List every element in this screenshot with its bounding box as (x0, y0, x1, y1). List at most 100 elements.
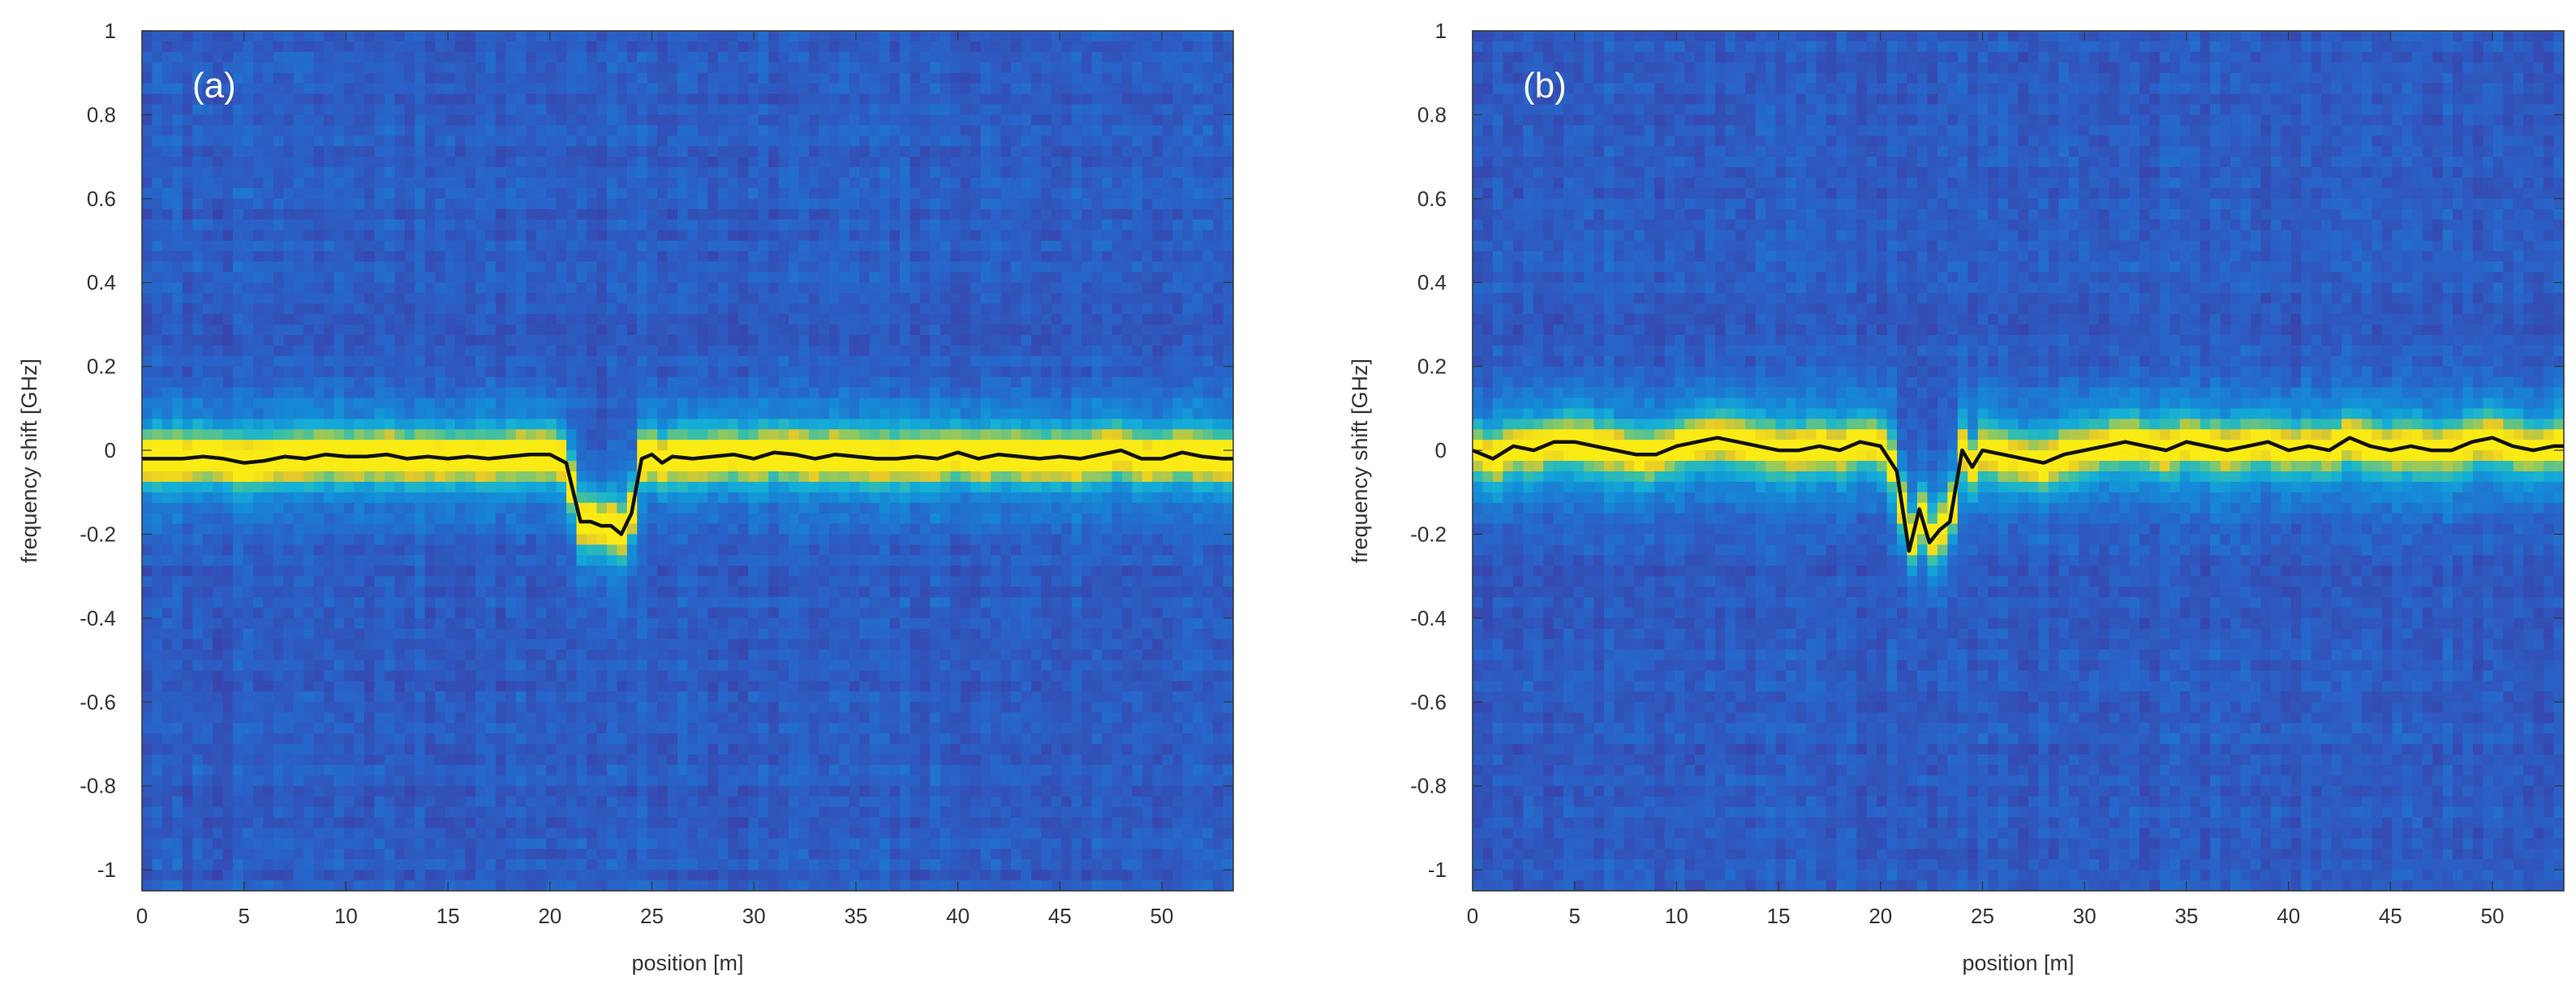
heatmap-cell (667, 628, 678, 640)
heatmap-cell (445, 157, 456, 168)
heatmap-cell (435, 62, 446, 74)
heatmap-cell (707, 817, 719, 829)
heatmap-cell (717, 828, 729, 839)
heatmap-cell (435, 587, 446, 598)
heatmap-cell (213, 398, 224, 409)
heatmap-cell (344, 681, 355, 692)
heatmap-cell (333, 303, 345, 315)
heatmap-cell (738, 628, 749, 640)
heatmap-cell (455, 272, 467, 283)
heatmap-cell (707, 754, 719, 766)
heatmap-cell (333, 230, 345, 242)
heatmap-cell (738, 817, 749, 829)
heatmap-cell (505, 62, 517, 74)
heatmap-cell (182, 597, 193, 608)
heatmap-cell (647, 198, 658, 210)
heatmap-cell (404, 429, 415, 441)
heatmap-cell (222, 314, 234, 325)
heatmap-cell (556, 146, 567, 157)
heatmap-cell (252, 125, 264, 136)
heatmap-cell (657, 555, 669, 566)
heatmap-cell (161, 419, 173, 430)
heatmap-cell (344, 785, 355, 797)
heatmap-cell (667, 251, 678, 262)
heatmap-cell (435, 838, 446, 849)
heatmap-cell (475, 461, 487, 472)
heatmap-cell (515, 419, 527, 430)
heatmap-cell (465, 125, 476, 136)
heatmap-cell (515, 440, 527, 451)
heatmap-cell (707, 649, 719, 661)
heatmap-cell (263, 702, 274, 713)
heatmap-cell (566, 628, 578, 640)
heatmap-cell (435, 649, 446, 661)
heatmap-cell (222, 681, 234, 692)
heatmap-cell (394, 355, 406, 368)
heatmap-cell (586, 324, 598, 336)
heatmap-cell (384, 146, 395, 157)
heatmap-cell (687, 72, 699, 84)
heatmap-cell (505, 230, 517, 242)
heatmap-cell (394, 219, 406, 231)
heatmap-cell (374, 681, 385, 692)
heatmap-cell (344, 492, 355, 504)
heatmap-cell (202, 303, 213, 315)
heatmap-cell (142, 261, 153, 273)
heatmap-cell (161, 51, 173, 63)
heatmap-cell (354, 660, 365, 672)
heatmap-cell (617, 187, 628, 200)
heatmap-cell (526, 303, 537, 315)
heatmap-cell (293, 859, 304, 870)
heatmap-cell (354, 607, 365, 619)
heatmap-cell (495, 314, 506, 325)
heatmap-cell (586, 544, 598, 556)
heatmap-cell (697, 303, 708, 315)
heatmap-cell (435, 660, 446, 672)
heatmap-cell (556, 513, 567, 525)
heatmap-cell (161, 660, 173, 672)
heatmap-cell (596, 817, 608, 829)
heatmap-cell (283, 723, 295, 734)
heatmap-cell (354, 219, 365, 231)
heatmap-cell (647, 785, 658, 797)
heatmap-cell (344, 334, 355, 346)
heatmap-cell (566, 314, 578, 325)
heatmap-cell (172, 828, 183, 839)
heatmap-cell (475, 31, 487, 42)
heatmap-cell (152, 240, 163, 252)
heatmap-cell (667, 157, 678, 168)
heatmap-cell (252, 240, 264, 252)
heatmap-cell (384, 817, 395, 829)
heatmap-cell (161, 576, 173, 587)
heatmap-cell (354, 880, 365, 892)
heatmap-cell (415, 198, 426, 210)
heatmap-cell (515, 754, 527, 766)
heatmap-cell (213, 461, 224, 472)
heatmap-cell (697, 387, 708, 399)
heatmap-cell (182, 502, 193, 514)
heatmap-cell (263, 135, 274, 147)
heatmap-cell (495, 41, 506, 53)
heatmap-cell (283, 670, 295, 682)
heatmap-cell (556, 251, 567, 262)
heatmap-cell (152, 617, 163, 630)
heatmap-cell (354, 681, 365, 692)
heatmap-cell (596, 334, 608, 346)
heatmap-cell (556, 660, 567, 672)
heatmap-cell (233, 187, 244, 200)
heatmap-cell (344, 398, 355, 409)
heatmap-cell (161, 366, 173, 378)
heatmap-cell (333, 72, 345, 84)
heatmap-cell (475, 838, 487, 849)
heatmap-cell (465, 492, 476, 504)
heatmap-cell (303, 398, 315, 409)
heatmap-cell (728, 104, 739, 116)
heatmap-cell (717, 51, 729, 63)
heatmap-cell (213, 240, 224, 252)
heatmap-cell (637, 733, 648, 745)
heatmap-cell (324, 523, 335, 535)
heatmap-cell (526, 576, 537, 587)
heatmap-cell (546, 177, 557, 189)
heatmap-cell (626, 72, 638, 84)
heatmap-cell (556, 775, 567, 787)
